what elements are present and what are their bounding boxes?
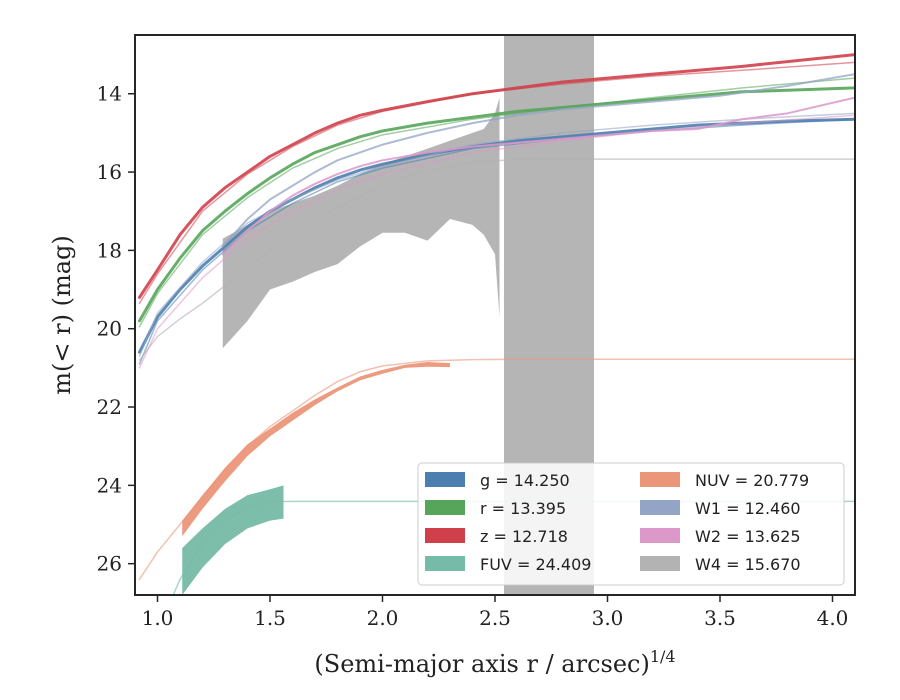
series-g	[138, 117, 855, 354]
x-tick-label: 4.0	[817, 606, 849, 630]
legend-label-z: z = 12.718	[480, 527, 568, 546]
legend-swatch-g	[425, 472, 465, 487]
y-tick-label: 18	[97, 238, 122, 262]
legend-swatch-w4	[640, 556, 680, 571]
axis-ticks: 1.0 1.5 2.0 2.5 3.0 3.5 4.0 14 16 18 20 22 24 26	[97, 82, 849, 630]
series-w1	[221, 73, 855, 248]
series-r	[138, 86, 855, 323]
band-nuv	[182, 361, 450, 537]
x-tick-label: 3.0	[592, 606, 624, 630]
series-w2	[221, 96, 855, 256]
y-tick-label: 24	[97, 473, 122, 497]
legend: g = 14.250 NUV = 20.779 r = 13.395 W1 = 12.…	[417, 462, 845, 586]
legend-label-w1: W1 = 12.460	[695, 499, 801, 518]
legend-label-w2: W2 = 13.625	[695, 527, 801, 546]
series-z	[138, 53, 855, 299]
series-w4-model	[138, 158, 855, 361]
legend-swatch-w1	[640, 500, 680, 515]
series-w1-model	[138, 112, 855, 357]
y-tick-label: 26	[97, 552, 122, 576]
x-tick-label: 2.0	[367, 606, 399, 630]
legend-label-g: g = 14.250	[480, 471, 570, 490]
series-r-model	[138, 77, 855, 328]
band-fuv	[182, 485, 284, 595]
legend-box	[417, 462, 845, 586]
y-tick-label: 20	[97, 317, 122, 341]
x-tick-label: 1.0	[142, 606, 174, 630]
series-z-model	[138, 61, 855, 305]
y-axis-label: m(< r) (mag)	[48, 235, 76, 394]
x-tick-label: 1.5	[254, 606, 286, 630]
y-tick-label: 14	[97, 82, 122, 106]
plot-data-layer	[138, 35, 855, 595]
series-nuv-model	[138, 358, 855, 581]
x-tick-label: 3.5	[704, 606, 736, 630]
band-w4	[222, 97, 500, 349]
legend-swatch-z	[425, 528, 465, 543]
y-tick-label: 16	[97, 160, 122, 184]
legend-swatch-r	[425, 500, 465, 515]
legend-label-w4: W4 = 15.670	[695, 555, 801, 574]
legend-swatch-nuv	[640, 472, 680, 487]
legend-label-nuv: NUV = 20.779	[695, 471, 809, 490]
legend-label-fuv: FUV = 24.409	[480, 555, 591, 574]
legend-label-r: r = 13.395	[480, 499, 566, 518]
x-tick-label: 2.5	[479, 606, 511, 630]
legend-swatch-w2	[640, 528, 680, 543]
series-w2-model	[138, 114, 855, 369]
legend-swatch-fuv	[425, 556, 465, 571]
x-axis-label: (Semi-major axis r / arcsec)1/4	[314, 647, 675, 678]
y-tick-label: 22	[97, 395, 122, 419]
